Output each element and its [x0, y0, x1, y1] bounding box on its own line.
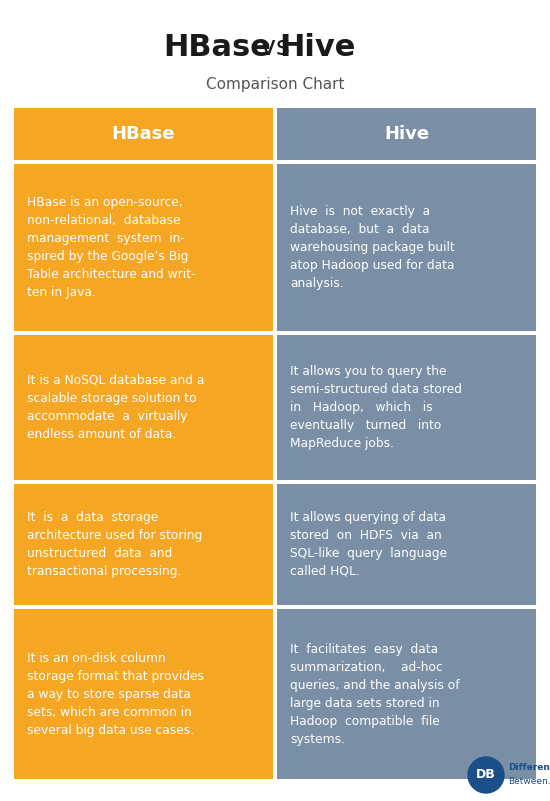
Text: Comparison Chart: Comparison Chart: [206, 77, 344, 91]
Text: HBase is an open-source,
non-relational,  database
management  system  in-
spire: HBase is an open-source, non-relational,…: [27, 196, 195, 299]
Text: It allows querying of data
stored  on  HDFS  via  an
SQL-like  query  language
c: It allows querying of data stored on HDF…: [290, 511, 447, 578]
FancyBboxPatch shape: [14, 164, 273, 331]
Text: It  is  a  data  storage
architecture used for storing
unstructured  data  and
t: It is a data storage architecture used f…: [27, 511, 202, 578]
Text: vs: vs: [252, 35, 298, 61]
FancyBboxPatch shape: [14, 484, 273, 605]
Text: HBase: HBase: [112, 125, 175, 143]
Text: Hive  is  not  exactly  a
database,  but  a  data
warehousing package built
atop: Hive is not exactly a database, but a da…: [290, 205, 455, 290]
FancyBboxPatch shape: [277, 108, 536, 160]
Text: It is a NoSQL database and a
scalable storage solution to
accommodate  a  virtua: It is a NoSQL database and a scalable st…: [27, 374, 205, 441]
Text: It allows you to query the
semi-structured data stored
in   Hadoop,   which   is: It allows you to query the semi-structur…: [290, 364, 462, 450]
Text: HBase: HBase: [163, 34, 271, 62]
Text: Hive: Hive: [384, 125, 429, 143]
FancyBboxPatch shape: [14, 335, 273, 480]
FancyBboxPatch shape: [277, 164, 536, 331]
FancyBboxPatch shape: [277, 609, 536, 779]
Circle shape: [468, 757, 504, 793]
FancyBboxPatch shape: [14, 108, 273, 160]
Text: DB: DB: [476, 768, 496, 782]
Text: Between.net: Between.net: [508, 776, 550, 786]
FancyBboxPatch shape: [277, 335, 536, 480]
Text: Difference: Difference: [508, 763, 550, 772]
FancyBboxPatch shape: [14, 609, 273, 779]
FancyBboxPatch shape: [277, 484, 536, 605]
Text: It is an on-disk column
storage format that provides
a way to store sparse data
: It is an on-disk column storage format t…: [27, 651, 204, 736]
Text: It  facilitates  easy  data
summarization,    ad-hoc
queries, and the analysis o: It facilitates easy data summarization, …: [290, 642, 460, 746]
Text: Hive: Hive: [279, 34, 355, 62]
